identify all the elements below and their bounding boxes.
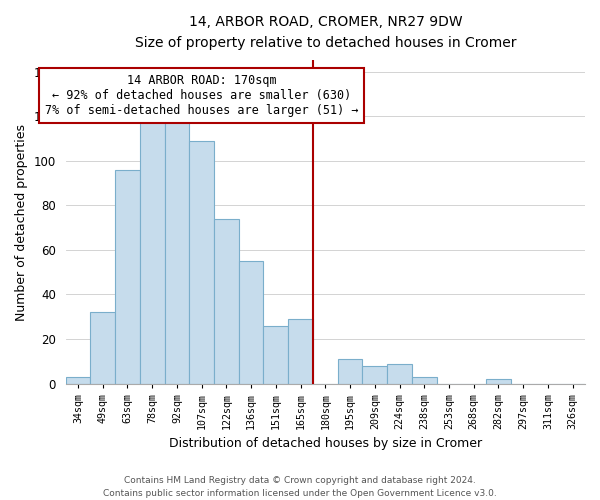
Bar xyxy=(190,140,214,384)
Bar xyxy=(486,379,511,384)
Y-axis label: Number of detached properties: Number of detached properties xyxy=(15,124,28,320)
X-axis label: Distribution of detached houses by size in Cromer: Distribution of detached houses by size … xyxy=(169,437,482,450)
Bar xyxy=(214,218,239,384)
Text: Contains HM Land Registry data © Crown copyright and database right 2024.
Contai: Contains HM Land Registry data © Crown c… xyxy=(103,476,497,498)
Text: 14 ARBOR ROAD: 170sqm
← 92% of detached houses are smaller (630)
7% of semi-deta: 14 ARBOR ROAD: 170sqm ← 92% of detached … xyxy=(45,74,358,117)
Bar xyxy=(65,377,91,384)
Bar xyxy=(140,87,164,384)
Bar xyxy=(263,326,288,384)
Bar xyxy=(239,261,263,384)
Bar xyxy=(362,366,387,384)
Bar xyxy=(91,312,115,384)
Bar xyxy=(115,170,140,384)
Bar xyxy=(387,364,412,384)
Bar xyxy=(288,319,313,384)
Title: 14, ARBOR ROAD, CROMER, NR27 9DW
Size of property relative to detached houses in: 14, ARBOR ROAD, CROMER, NR27 9DW Size of… xyxy=(134,15,516,50)
Bar xyxy=(338,359,362,384)
Bar xyxy=(412,377,437,384)
Bar xyxy=(164,87,190,384)
